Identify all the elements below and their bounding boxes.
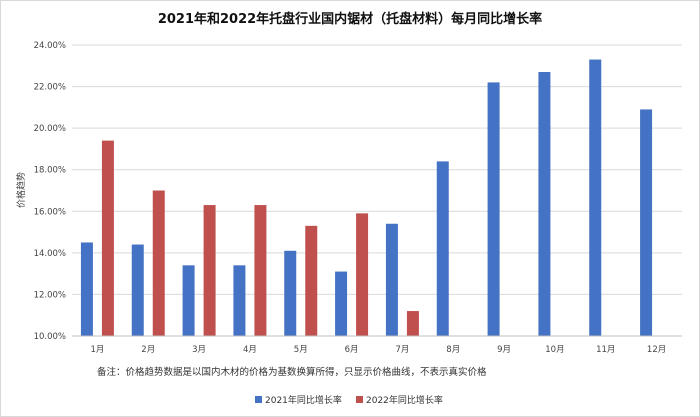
y-tick-label: 10.00%: [34, 332, 66, 342]
x-tick-label: 10月: [545, 345, 564, 355]
legend: 2021年同比增长率 2022年同比增长率: [255, 394, 443, 406]
bar-2022: [356, 213, 369, 336]
bar-2021: [436, 161, 449, 336]
bar-2021: [131, 244, 144, 336]
bar-2021: [80, 242, 93, 336]
bar-2021: [538, 72, 551, 337]
legend-swatch: [356, 396, 363, 403]
bar-2021: [182, 265, 195, 336]
y-tick-labels: 10.00% 12.00% 14.00% 16.00% 18.00% 20.00% 22.0…: [34, 41, 66, 342]
bar-2022: [406, 311, 419, 336]
y-tick-label: 18.00%: [34, 166, 66, 176]
bar-2022: [203, 205, 216, 336]
bar-2021: [487, 82, 500, 337]
y-axis-label: 价格趋势: [15, 172, 27, 208]
bar-2022: [101, 140, 114, 336]
x-tick-label: 7月: [395, 345, 409, 355]
bar-2021: [233, 265, 246, 336]
bar-2022: [254, 205, 267, 336]
bar-2021: [385, 223, 398, 336]
legend-label: 2022年同比增长率: [366, 394, 443, 406]
legend-swatch: [255, 396, 262, 403]
grid-lines: [72, 44, 682, 295]
x-tick-label: 11月: [596, 345, 615, 355]
x-tick-label: 2月: [141, 345, 155, 355]
x-tick-label: 4月: [243, 345, 257, 355]
y-tick-label: 12.00%: [34, 290, 66, 300]
x-tick-label: 12月: [647, 345, 666, 355]
x-tick-label: 9月: [497, 345, 511, 355]
x-tick-label: 6月: [345, 345, 359, 355]
x-tick-label: 5月: [294, 345, 308, 355]
y-tick-label: 16.00%: [34, 207, 66, 217]
bar-2021: [640, 109, 653, 336]
bar-2022: [305, 225, 318, 336]
bar-2021: [284, 250, 297, 336]
x-tick-label: 1月: [90, 345, 104, 355]
bar-2021: [589, 59, 602, 337]
y-tick-label: 22.00%: [34, 83, 66, 93]
x-tick-label: 8月: [446, 345, 460, 355]
x-tick-label: 3月: [192, 345, 206, 355]
x-tick-labels: 1月 2月 3月 4月 5月 6月 7月 8月 9月 10月 11月 12月: [90, 345, 666, 355]
y-tick-label: 20.00%: [34, 124, 66, 134]
y-tick-label: 14.00%: [34, 249, 66, 259]
chart-note: 备注：价格趋势数据是以国内木材的价格为基数换算所得，只显示价格曲线，不表示真实价…: [97, 366, 487, 378]
bar-2022: [152, 190, 165, 336]
bars: [80, 59, 653, 337]
chart-title: 2021年和2022年托盘行业国内锯材（托盘材料）每月同比增长率: [158, 11, 542, 27]
y-tick-label: 24.00%: [34, 41, 66, 51]
legend-label: 2021年同比增长率: [265, 394, 342, 406]
bar-2021: [335, 271, 348, 336]
